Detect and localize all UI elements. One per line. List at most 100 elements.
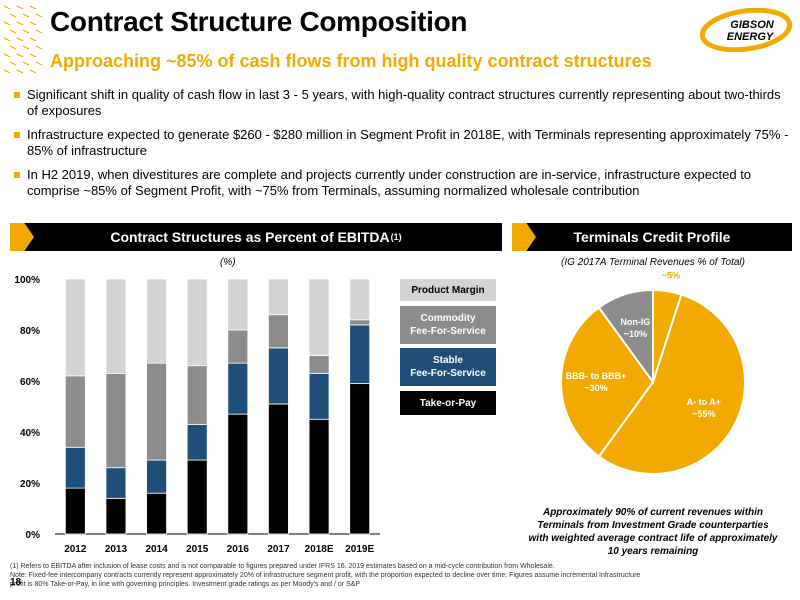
bar-segment bbox=[186, 278, 208, 367]
bar-segment bbox=[227, 362, 249, 415]
deco-dash bbox=[16, 21, 24, 26]
bar-segment bbox=[186, 423, 208, 461]
deco-dash bbox=[3, 5, 11, 10]
bar-segment bbox=[227, 278, 249, 331]
legend-take-or-pay: Take-or-Pay bbox=[400, 391, 496, 415]
deco-dash bbox=[29, 5, 37, 10]
bar-segment bbox=[105, 497, 127, 535]
pie-value-label: ~55% bbox=[692, 409, 715, 419]
deco-dash bbox=[35, 29, 43, 34]
credit-profile-note: Approximately 90% of current revenues wi… bbox=[528, 507, 778, 557]
bar-segment bbox=[186, 459, 208, 535]
credit-profile-header-label: Terminals Credit Profile bbox=[573, 229, 731, 245]
deco-dash bbox=[22, 45, 30, 50]
deco-dash bbox=[9, 61, 17, 66]
header-arrow-icon bbox=[10, 223, 34, 251]
header-footnote-ref: (1) bbox=[390, 232, 402, 242]
y-tick-label: 0% bbox=[26, 530, 41, 541]
bar-segment bbox=[349, 324, 371, 384]
y-tick-label: 80% bbox=[20, 326, 40, 337]
bar-segment bbox=[64, 278, 86, 377]
bar-segment bbox=[64, 446, 86, 489]
page-number: 18 bbox=[10, 577, 22, 588]
bar-segment bbox=[308, 355, 330, 374]
pie-label: BBB- to BBB+ bbox=[566, 371, 627, 381]
pie-label: A- to A+ bbox=[687, 397, 721, 407]
bar-segment bbox=[227, 329, 249, 364]
x-tick-label: 2014 bbox=[145, 544, 168, 555]
deco-dash bbox=[3, 69, 11, 74]
page-title: Contract Structure Composition bbox=[50, 6, 468, 37]
bar-segment bbox=[308, 372, 330, 420]
bullet-list: Significant shift in quality of cash flo… bbox=[14, 87, 790, 207]
bar-segment bbox=[268, 347, 289, 405]
bar-segment bbox=[105, 372, 127, 469]
footnote-line: Note: Fixed-fee intercompany contracts c… bbox=[10, 572, 641, 579]
bar-segment bbox=[146, 362, 167, 461]
footnote-line: profit is 80% Take-or-Pay, in line with … bbox=[10, 581, 361, 588]
footnote-line: (1) Refers to EBITDA after inclusion of … bbox=[10, 563, 555, 570]
stacked-bar-chart: 0% 20% 40% 60% 80% 100% 2012 2013 2014 2015 2016 20… bbox=[14, 275, 380, 555]
credit-profile-header: Terminals Credit Profile bbox=[512, 223, 792, 251]
left-chart-unit: (%) bbox=[220, 257, 236, 268]
deco-dash bbox=[9, 29, 17, 34]
bar-segment bbox=[146, 492, 167, 535]
bar-segment bbox=[146, 459, 167, 494]
contract-structures-header-label: Contract Structures as Percent of EBITDA bbox=[110, 229, 390, 245]
x-tick-label: 2013 bbox=[105, 544, 128, 555]
deco-dash bbox=[22, 61, 30, 66]
x-tick-label: 2016 bbox=[227, 544, 250, 555]
bullet-item: Infrastructure expected to generate $260… bbox=[14, 127, 790, 159]
pie-slice bbox=[560, 306, 655, 458]
deco-dash bbox=[22, 29, 30, 34]
x-tick-label: 2019E bbox=[345, 544, 374, 555]
deco-dash bbox=[16, 53, 24, 58]
bar-segment bbox=[308, 418, 330, 535]
y-tick-label: 100% bbox=[14, 275, 40, 286]
deco-dash bbox=[16, 69, 24, 74]
decorative-dashes bbox=[3, 5, 43, 74]
y-tick-label: 60% bbox=[20, 377, 40, 388]
y-tick-label: 20% bbox=[20, 479, 40, 490]
x-tick-label: 2018E bbox=[305, 544, 334, 555]
bar-segment bbox=[268, 314, 289, 349]
y-tick-label: 40% bbox=[20, 428, 40, 439]
bar-segment bbox=[105, 278, 127, 374]
svg-text:GIBSON: GIBSON bbox=[730, 19, 774, 31]
deco-dash bbox=[16, 5, 24, 10]
x-tick-label: 2017 bbox=[267, 544, 290, 555]
pie-value-label: ~30% bbox=[584, 383, 607, 393]
deco-dash bbox=[3, 37, 11, 42]
pie-slice bbox=[597, 288, 654, 386]
x-tick-label: 2012 bbox=[64, 544, 87, 555]
deco-dash bbox=[3, 21, 11, 26]
bar-segment bbox=[349, 319, 371, 326]
bar-segment bbox=[268, 403, 289, 535]
pie-slice bbox=[597, 293, 746, 475]
bullet-item: Significant shift in quality of cash flo… bbox=[14, 87, 790, 119]
bar-segment bbox=[268, 278, 289, 316]
pie-value-label: ~5% bbox=[662, 270, 680, 280]
bar-segment bbox=[186, 365, 208, 425]
deco-dash bbox=[29, 69, 37, 74]
bullet-item: In H2 2019, when divestitures are comple… bbox=[14, 167, 790, 199]
deco-dash bbox=[9, 45, 17, 50]
bar-segment bbox=[227, 413, 249, 535]
deco-dash bbox=[35, 61, 43, 66]
header-arrow-icon bbox=[512, 223, 536, 251]
legend-product-margin: Product Margin bbox=[400, 279, 496, 301]
bar-segment bbox=[105, 467, 127, 499]
contract-structures-header: Contract Structures as Percent of EBITDA… bbox=[10, 223, 502, 251]
svg-text:ENERGY: ENERGY bbox=[727, 31, 775, 43]
deco-dash bbox=[29, 53, 37, 58]
x-tick-label: 2015 bbox=[186, 544, 209, 555]
bar-segment bbox=[349, 383, 371, 535]
deco-dash bbox=[35, 45, 43, 50]
pie-value-label: ~10% bbox=[624, 329, 647, 339]
footnotes: (1) Refers to EBITDA after inclusion of … bbox=[10, 562, 796, 589]
bar-segment bbox=[308, 278, 330, 356]
legend-commodity-ffs: Commodity Fee-For-Service bbox=[400, 306, 496, 344]
legend-stable-ffs: Stable Fee-For-Service bbox=[400, 348, 496, 386]
deco-dash bbox=[29, 37, 37, 42]
deco-dash bbox=[16, 37, 24, 42]
